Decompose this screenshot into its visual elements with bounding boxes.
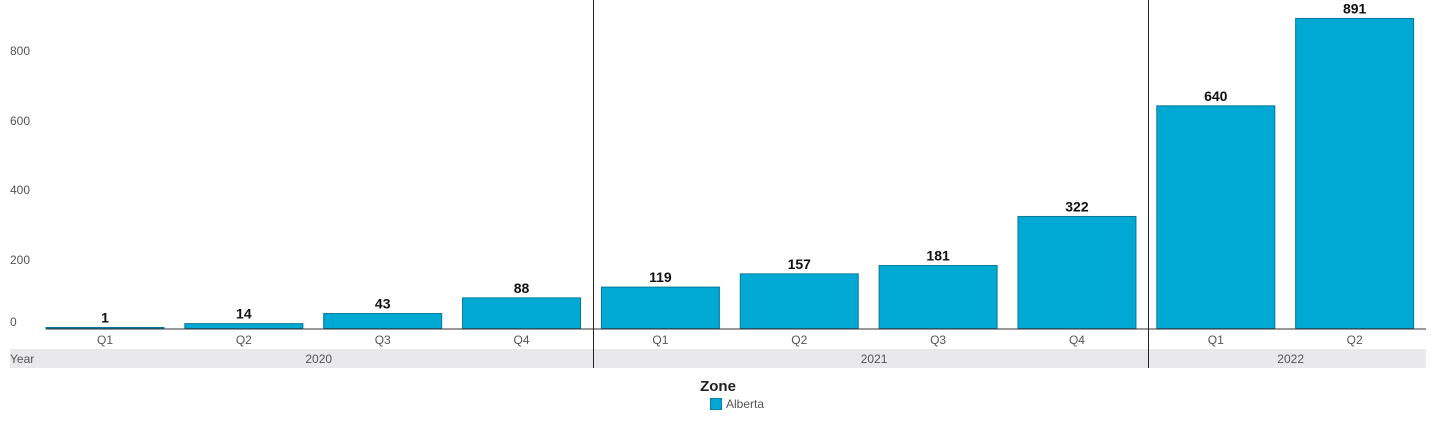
bar [1017, 215, 1137, 330]
bar [323, 313, 443, 329]
data-label: 88 [514, 280, 530, 296]
data-label: 1 [101, 310, 109, 326]
x-tick-label: Q3 [930, 333, 946, 347]
data-label: 14 [236, 306, 252, 322]
data-label: 43 [375, 296, 391, 312]
x-tick-label: Q2 [1347, 333, 1363, 347]
bar [462, 297, 582, 330]
bar [184, 323, 304, 329]
x-axis-title: Year [10, 352, 34, 366]
data-label: 157 [788, 256, 812, 272]
data-label: 640 [1204, 88, 1228, 104]
y-tick-label: 600 [10, 114, 30, 128]
y-tick-label: 800 [10, 44, 30, 58]
data-label: 891 [1343, 1, 1367, 17]
legend-item-alberta[interactable]: Alberta [709, 397, 765, 411]
x-tick-label: Q1 [1208, 333, 1224, 347]
year-label: 2021 [861, 352, 888, 366]
y-tick-label: 200 [10, 253, 30, 267]
year-label: 2020 [305, 352, 332, 366]
data-label: 322 [1065, 198, 1089, 214]
x-tick-label: Q2 [791, 333, 807, 347]
bar [1295, 18, 1415, 329]
x-tick-label: Q4 [1069, 333, 1085, 347]
bar [1156, 105, 1276, 329]
chart-canvas: 0 200 400 600 800 Year 1 Q1 14 Q2 43 Q3 88 Q4 2020 119 Q… [10, 0, 1426, 368]
bar [878, 265, 998, 330]
x-tick-label: Q2 [236, 333, 252, 347]
legend-swatch [709, 398, 722, 410]
bar [739, 273, 859, 329]
x-tick-label: Q4 [514, 333, 530, 347]
data-label: 119 [649, 269, 672, 285]
bar [600, 286, 720, 329]
y-tick-label: 400 [10, 183, 30, 197]
bar [45, 327, 165, 329]
y-tick-label: 0 [10, 315, 17, 329]
year-band [10, 349, 1426, 368]
legend: Zone Alberta [0, 378, 1456, 415]
data-label: 181 [926, 248, 950, 264]
legend-title: Zone [700, 378, 736, 395]
x-tick-label: Q1 [652, 333, 668, 347]
x-tick-label: Q1 [97, 333, 113, 347]
legend-label: Alberta [725, 397, 765, 411]
year-label: 2022 [1277, 352, 1304, 366]
x-tick-label: Q3 [375, 333, 391, 347]
